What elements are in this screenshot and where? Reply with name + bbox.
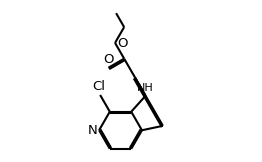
Text: O: O [118, 37, 128, 50]
Text: N: N [88, 124, 97, 137]
Text: NH: NH [137, 83, 154, 93]
Text: O: O [103, 53, 114, 66]
Text: Cl: Cl [92, 80, 106, 93]
